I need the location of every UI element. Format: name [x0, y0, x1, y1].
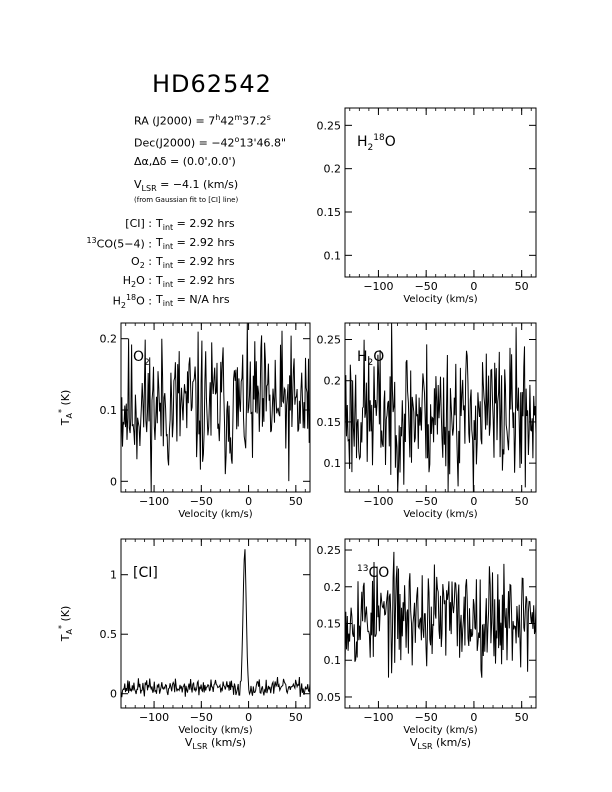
y-tick-label: 0.2 — [324, 163, 342, 176]
dec-degrees: −42 — [211, 136, 235, 150]
x-tick-label: 50 — [515, 280, 529, 293]
x-tick-label: −100 — [363, 280, 393, 293]
y-tick-label: 0.15 — [317, 618, 342, 631]
panel-13co: −100 −50 0 50 0.05 0.1 0.15 0.2 0.25 Velocity (km… — [317, 538, 537, 751]
y-axis-label: TA* (K) — [57, 606, 74, 643]
y-tick-label: 0 — [110, 688, 117, 701]
spectrum-line — [120, 322, 311, 493]
panel-label: H2O — [357, 349, 384, 368]
vlsr-sub: LSR — [141, 184, 157, 194]
plot-frame — [344, 322, 537, 493]
x-tick-label: −50 — [415, 495, 438, 508]
y-tick-label: 0.15 — [317, 416, 342, 429]
x-tick-label: 0 — [470, 711, 477, 724]
panel-label: O2 — [133, 349, 150, 368]
x-tick-label: 0 — [470, 495, 477, 508]
y-tick-label: 0.05 — [317, 691, 342, 704]
y-tick-label: 0.5 — [100, 628, 118, 641]
x-tick-label: −50 — [190, 711, 213, 724]
integration-row: 13CO(5−4) : — [86, 236, 152, 251]
spectrum-line — [120, 549, 311, 698]
dec-line: Dec(J2000) = −42o13'46.8" — [134, 135, 287, 150]
panel-ci: −100 −50 0 50 0 0.5 1 Velocity (km/s)VLSR (km/s… — [57, 538, 311, 751]
y-tick-label: 0 — [110, 475, 117, 488]
x-tick-label: −50 — [415, 711, 438, 724]
x-tick-label: −100 — [363, 495, 393, 508]
y-tick-label: 0.25 — [317, 333, 342, 346]
x-axis-label: Velocity (km/s) — [178, 725, 252, 736]
integration-value: Tint = N/A hrs — [156, 293, 230, 309]
x-tick-label: 50 — [515, 711, 529, 724]
x-tick-label: 0 — [245, 711, 252, 724]
integration-value: Tint = 2.92 hrs — [156, 217, 235, 233]
y-tick-label: 0.25 — [317, 544, 342, 557]
y-tick-label: 1 — [110, 569, 117, 582]
y-tick-label: 0.15 — [317, 206, 342, 219]
y-tick-label: 0.2 — [324, 375, 342, 388]
x-axis-label: Velocity (km/s) — [403, 725, 477, 736]
panel-label: 13CO — [357, 564, 389, 581]
panel-h2o: −100 −50 0 50 0.1 0.15 0.2 0.25 Velocity (km/s) H… — [317, 322, 537, 520]
x-axis-label-vlsr: VLSR (km/s) — [410, 736, 471, 751]
y-tick-label: 0.1 — [324, 654, 342, 667]
y-tick-label: 0.2 — [100, 333, 118, 346]
integration-value: Tint = 2.92 hrs — [156, 274, 235, 290]
x-tick-label: −50 — [415, 280, 438, 293]
x-tick-label: 0 — [245, 495, 252, 508]
ra-seconds: 37.2 — [242, 114, 267, 128]
page-title: HD62542 — [152, 70, 272, 98]
ra-line: RA (J2000) = 7h42m37.2s — [134, 113, 271, 128]
x-axis-label: Velocity (km/s) — [178, 509, 252, 520]
panel-label: [CI] — [133, 565, 158, 581]
plot-frame — [120, 322, 311, 493]
panel-label: H218O — [357, 133, 396, 153]
x-axis-label: Velocity (km/s) — [403, 509, 477, 520]
vlsr-note: (from Gaussian fit to [CI] line) — [134, 196, 239, 204]
dec-label: Dec(J2000) = — [134, 136, 212, 150]
x-tick-label: −100 — [363, 711, 393, 724]
x-tick-label: −100 — [139, 711, 169, 724]
panel-h2-18o: −100 −50 0 50 0.1 0.15 0.2 0.25 Velocity (km/s) H… — [317, 107, 537, 305]
ra-hours: 7 — [208, 114, 216, 128]
y-tick-label: 0.2 — [324, 581, 342, 594]
x-tick-label: 50 — [515, 495, 529, 508]
integration-value: Tint = 2.92 hrs — [156, 255, 235, 271]
offset-line: Δα,Δδ = (0.0',0.0') — [134, 155, 236, 168]
integration-value: Tint = 2.92 hrs — [156, 236, 235, 252]
x-tick-label: 0 — [470, 280, 477, 293]
integration-row: O2 : — [131, 255, 152, 271]
spectrum-line — [344, 551, 537, 678]
vlsr-v: V — [134, 178, 142, 191]
y-tick-label: 0.1 — [324, 457, 342, 470]
y-tick-label: 0.1 — [324, 249, 342, 262]
source-info: HD62542 RA (J2000) = 7h42m37.2s Dec(J200… — [0, 0, 612, 320]
ra-minutes: 42 — [220, 114, 235, 128]
integration-row: H2O : — [122, 274, 152, 290]
x-axis-label: Velocity (km/s) — [403, 294, 477, 305]
plot-frame — [120, 538, 311, 709]
y-tick-label: 0.25 — [317, 119, 342, 132]
vlsr-value: = −4.1 (km/s) — [156, 178, 239, 191]
x-tick-label: 50 — [289, 711, 303, 724]
dec-rest: 13'46.8" — [239, 136, 287, 150]
integration-row: [CI] : — [125, 217, 152, 230]
spectrum-line — [344, 322, 537, 493]
plot-frame — [344, 107, 537, 278]
integration-row: H218O : — [112, 293, 152, 310]
x-tick-label: −100 — [139, 495, 169, 508]
x-tick-label: 50 — [289, 495, 303, 508]
y-axis-label: TA* (K) — [57, 390, 74, 427]
vlsr-line: VLSR = −4.1 (km/s) — [134, 178, 238, 193]
ra-label: RA (J2000) = — [134, 114, 209, 128]
panel-o2: −100 −50 0 50 0 0.1 0.2 Velocity (km/s) TA* (K) O… — [57, 322, 311, 520]
x-axis-label-vlsr: VLSR (km/s) — [185, 736, 246, 751]
x-tick-label: −50 — [190, 495, 213, 508]
y-tick-label: 0.1 — [100, 404, 118, 417]
